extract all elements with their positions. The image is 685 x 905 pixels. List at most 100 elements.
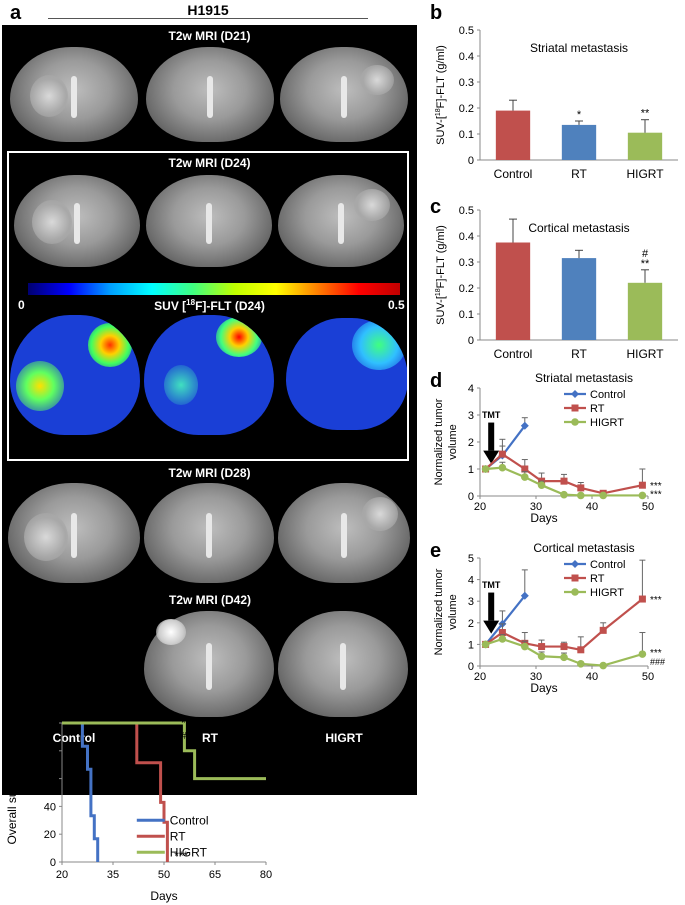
y-tick-label: 2 bbox=[468, 618, 474, 630]
data-point-rt bbox=[599, 626, 607, 634]
treatment-arrow-shaft bbox=[488, 422, 495, 451]
legend-label-control: Control bbox=[590, 389, 625, 401]
legend-label-control: Control bbox=[170, 813, 209, 827]
group-label-rt: RT bbox=[202, 731, 218, 745]
legend-marker-control bbox=[571, 390, 579, 398]
chart-b: Striatal metastasis 0 0.1 0.2 0.3 0.4 0.5 SUV-[… bbox=[435, 25, 678, 181]
x-tick-label: 40 bbox=[586, 501, 598, 513]
bar-higrt bbox=[627, 282, 663, 340]
y-tick-label: 1 bbox=[468, 464, 474, 476]
y-tick-label: 60 bbox=[44, 774, 56, 786]
significance-mark: *** bbox=[174, 849, 188, 863]
significance-mark: ** bbox=[641, 258, 650, 270]
y-axis-label-line1: Normalized tumor bbox=[433, 398, 445, 485]
data-point-rt bbox=[638, 595, 646, 603]
x-tick-label: 20 bbox=[474, 501, 486, 513]
data-point-rt bbox=[521, 465, 529, 473]
row-title-d21: T2w MRI (D21) bbox=[168, 29, 251, 43]
series-line-rt bbox=[484, 452, 643, 495]
data-point-rt bbox=[560, 643, 568, 651]
x-axis-label: Days bbox=[530, 511, 557, 525]
legend-marker-rt bbox=[571, 574, 579, 582]
mri-image-panel: T2w MRI (D21) T2w MRI (D24) 0 0.5 SUV [1… bbox=[2, 25, 417, 795]
chart-c: Cortical metastasis 0 0.1 0.2 0.3 0.4 0.5 SUV-[… bbox=[435, 205, 678, 361]
x-tick-label: RT bbox=[571, 347, 587, 361]
x-tick-label: 80 bbox=[260, 869, 272, 881]
cell-line-title: H1915 bbox=[187, 2, 229, 18]
data-point-higrt bbox=[537, 481, 546, 489]
treatment-label: TMT bbox=[482, 410, 501, 420]
y-tick-label: 0 bbox=[468, 155, 474, 167]
chart-title: Striatal metastasis bbox=[530, 41, 628, 55]
suv-colorbar bbox=[28, 283, 400, 295]
mri-d24-higrt bbox=[278, 175, 404, 267]
x-tick-label: 20 bbox=[56, 869, 68, 881]
x-tick-label: 20 bbox=[474, 671, 486, 683]
mri-d42-rt bbox=[144, 611, 274, 717]
data-point-higrt bbox=[481, 465, 490, 473]
y-tick-label: 0.5 bbox=[459, 205, 474, 217]
pet-rt bbox=[144, 315, 274, 435]
bar-control bbox=[495, 242, 531, 340]
y-tick-label: 0.5 bbox=[459, 25, 474, 37]
x-tick-label: 50 bbox=[642, 501, 654, 513]
legend-marker-higrt bbox=[571, 588, 579, 596]
significance-mark: * bbox=[577, 109, 582, 121]
significance-mark: *** bbox=[650, 481, 662, 492]
data-point-higrt bbox=[638, 491, 647, 500]
x-axis-label: Days bbox=[150, 889, 177, 903]
y-tick-label: 0 bbox=[468, 491, 474, 503]
y-axis-label: Overall survival (%) bbox=[5, 740, 19, 844]
data-point-higrt bbox=[498, 463, 507, 472]
mri-d28-higrt bbox=[278, 483, 410, 583]
y-axis-label-line2: volume bbox=[447, 424, 459, 459]
x-tick-label: 50 bbox=[642, 671, 654, 683]
data-point-higrt bbox=[599, 491, 607, 500]
mri-d21-rt bbox=[146, 47, 274, 142]
legend-label-higrt: HIGRT bbox=[590, 587, 624, 599]
legend-label-higrt: HIGRT bbox=[170, 845, 208, 859]
x-tick-label: 65 bbox=[209, 869, 221, 881]
y-tick-label: 0.3 bbox=[459, 77, 474, 89]
colorbar-min: 0 bbox=[18, 298, 25, 312]
pet-control bbox=[10, 315, 140, 435]
x-tick-label: RT bbox=[571, 167, 587, 181]
panel-letter-b: b bbox=[430, 2, 443, 24]
y-axis-label: SUV-[18F]-FLT (g/ml) bbox=[435, 225, 447, 325]
x-tick-label: HIGRT bbox=[626, 167, 664, 181]
y-tick-label: 0.1 bbox=[459, 129, 474, 141]
legend-marker-rt bbox=[571, 404, 579, 412]
significance-mark: *** bbox=[650, 648, 662, 659]
data-point-higrt bbox=[481, 640, 490, 649]
x-tick-label: Control bbox=[494, 347, 533, 361]
bar-higrt bbox=[627, 132, 663, 160]
mri-d42-higrt bbox=[278, 611, 408, 717]
legend-label-rt: RT bbox=[170, 829, 186, 843]
y-tick-label: 0.2 bbox=[459, 103, 474, 115]
x-tick-label: 50 bbox=[158, 869, 170, 881]
row-title-d42: T2w MRI (D42) bbox=[168, 593, 251, 607]
data-point-control bbox=[520, 421, 529, 430]
treatment-arrow-head bbox=[483, 620, 500, 634]
y-tick-label: 0.3 bbox=[459, 257, 474, 269]
y-tick-label: 4 bbox=[468, 383, 474, 395]
data-point-higrt bbox=[521, 473, 529, 481]
x-tick-label: 35 bbox=[107, 869, 119, 881]
legend-label-higrt: HIGRT bbox=[590, 417, 624, 429]
panel-letter-e: e bbox=[430, 540, 442, 562]
cell-line-rule bbox=[48, 18, 368, 19]
x-axis-label: Days bbox=[530, 681, 557, 695]
y-axis-label-line2: volume bbox=[447, 594, 459, 629]
data-point-higrt bbox=[560, 490, 568, 499]
y-tick-label: 1 bbox=[468, 639, 474, 651]
y-tick-label: 20 bbox=[44, 829, 56, 841]
survival-curve-control bbox=[62, 721, 100, 862]
data-point-higrt bbox=[521, 642, 529, 651]
panel-letter-d: d bbox=[430, 370, 443, 392]
y-axis-label: SUV-[18F]-FLT (g/ml) bbox=[435, 45, 447, 145]
x-tick-label: HIGRT bbox=[626, 347, 664, 361]
x-tick-label: 30 bbox=[530, 501, 542, 513]
pet-title: SUV [18F]-FLT (D24) bbox=[154, 298, 265, 313]
significance-mark: *** bbox=[650, 489, 662, 500]
